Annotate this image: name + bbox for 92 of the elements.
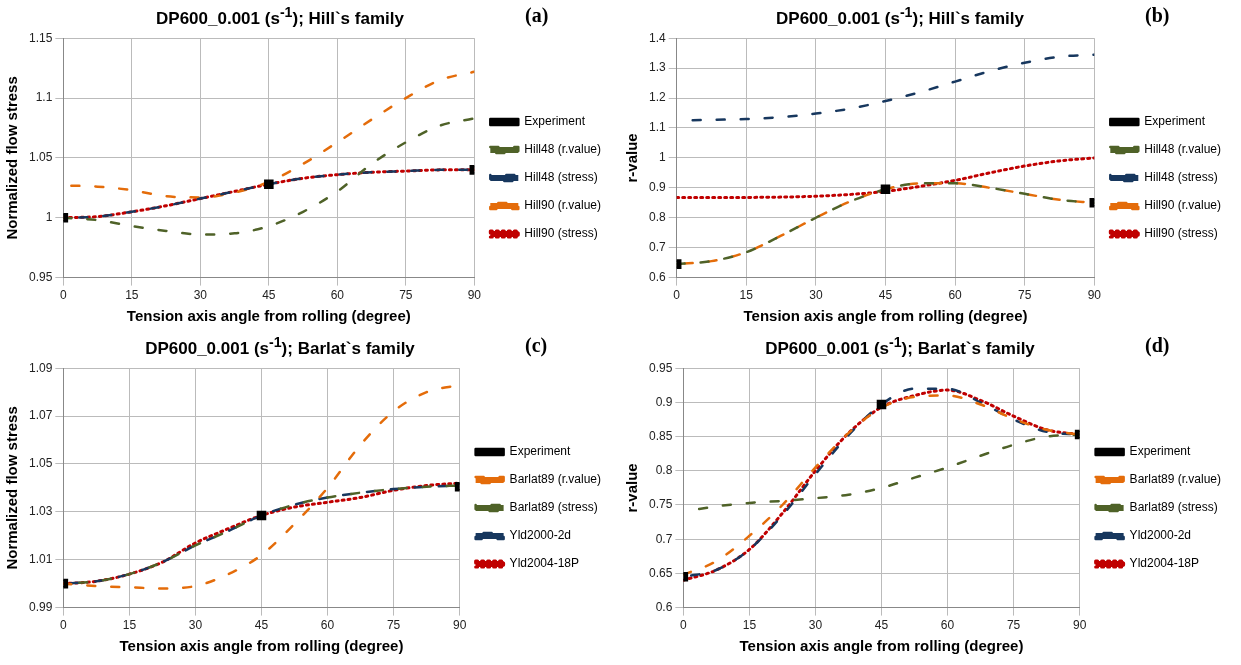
text: (b): [1145, 4, 1170, 27]
legend-label: Yld2000-2d: [1129, 528, 1192, 543]
y-tick-label: 0.95: [649, 360, 673, 375]
y-tick-label: 1.07: [29, 408, 53, 423]
x-tick-label: 30: [809, 288, 823, 303]
legend-label: Barlat89 (stress): [1129, 500, 1218, 515]
x-tick-label: 45: [254, 618, 269, 633]
x-axis-title: Tension axis angle from rolling (degree): [739, 637, 1024, 655]
legend-label: Yld2004-18P: [509, 556, 580, 571]
x-tick-label: 30: [808, 618, 823, 633]
chart-title: DP600_0.001 (s$^{-1}$); Hill`s family: [155, 4, 405, 29]
legend-label: Hill48 (stress): [524, 170, 598, 185]
legend-label: Hill90 (stress): [1144, 226, 1218, 241]
legend-label: Experiment: [509, 444, 571, 459]
y-tick-label: 0.8: [655, 463, 673, 478]
legend-label: Yld2000-2d: [509, 528, 572, 543]
x-tick-label: 90: [1087, 288, 1102, 303]
y-tick-label: 1.2: [648, 90, 666, 105]
x-axis-title: Tension axis angle from rolling (degree): [743, 307, 1028, 325]
x-tick-label: 0: [60, 288, 68, 303]
text: (a): [525, 4, 549, 27]
y-tick-label: 0.99: [29, 599, 53, 614]
x-tick-label: 15: [739, 288, 754, 303]
x-axis-title: Tension axis angle from rolling (degree): [126, 307, 411, 325]
x-tick-label: 45: [878, 288, 893, 303]
x-tick-label: 30: [188, 618, 203, 633]
y-tick-label: 1.05: [29, 150, 53, 165]
x-tick-label: 60: [948, 288, 963, 303]
legend-label: Hill48 (r.value): [524, 142, 602, 157]
x-tick-label: 15: [125, 288, 139, 303]
y-tick-label: 0.7: [648, 239, 666, 254]
x-tick-label: 75: [1018, 288, 1032, 303]
x-tick-label: 45: [874, 618, 889, 633]
y-tick-label: 1.3: [648, 60, 666, 75]
y-axis-title: r-value: [623, 463, 641, 513]
x-tick-label: 90: [1072, 618, 1087, 633]
y-tick-label: 0.8: [648, 210, 666, 225]
y-tick-label: 1.1: [648, 120, 666, 135]
y-tick-label: 0.6: [655, 599, 673, 614]
legend-label: Hill90 (r.value): [1144, 198, 1222, 213]
y-tick-label: 0.95: [29, 269, 53, 284]
y-tick-label: 0.65: [649, 565, 673, 580]
y-tick-label: 1.09: [29, 360, 53, 375]
legend-label: Barlat89 (stress): [509, 500, 598, 515]
y-tick-label: 0.6: [648, 269, 666, 284]
y-tick-label: 1.03: [29, 504, 53, 519]
legend-label: Experiment: [1129, 444, 1191, 459]
legend-label: Hill90 (r.value): [524, 198, 602, 213]
legend-label: Hill48 (r.value): [1144, 142, 1222, 157]
legend-label: Barlat89 (r.value): [1129, 472, 1222, 487]
x-tick-label: 60: [320, 618, 335, 633]
y-axis-title: r-value: [623, 133, 641, 183]
x-tick-label: 75: [1006, 618, 1021, 633]
x-tick-label: 45: [262, 288, 276, 303]
x-tick-label: 15: [122, 618, 137, 633]
y-tick-label: 1.4: [648, 30, 666, 45]
y-tick-label: 1.05: [29, 456, 53, 471]
x-tick-label: 0: [60, 618, 68, 633]
legend-label: Experiment: [1144, 114, 1206, 129]
x-tick-label: 0: [680, 618, 688, 633]
y-tick-label: 0.75: [649, 497, 673, 512]
y-tick-label: 0.9: [655, 394, 673, 409]
chart-title: DP600_0.001 (s$^{-1}$); Barlat`s family: [764, 334, 1036, 359]
y-axis-title: Normalized flow stress: [3, 406, 21, 570]
y-tick-label: 1.15: [29, 30, 53, 45]
x-tick-label: 75: [399, 288, 413, 303]
x-tick-label: 90: [467, 288, 482, 303]
x-tick-label: 60: [330, 288, 345, 303]
legend-label: Hill90 (stress): [524, 226, 598, 241]
y-tick-label: 0.9: [648, 180, 666, 195]
x-tick-label: 0: [673, 288, 681, 303]
y-tick-label: 1: [45, 210, 53, 225]
legend-label: Barlat89 (r.value): [509, 472, 602, 487]
y-axis-title: Normalized flow stress: [3, 76, 21, 240]
x-tick-label: 75: [386, 618, 401, 633]
x-tick-label: 15: [742, 618, 757, 633]
y-tick-label: 0.85: [649, 428, 673, 443]
x-tick-label: 60: [940, 618, 955, 633]
legend-label: Yld2004-18P: [1129, 556, 1200, 571]
x-axis-title: Tension axis angle from rolling (degree): [119, 637, 404, 655]
text: (d): [1145, 334, 1170, 357]
y-tick-label: 1: [658, 150, 666, 165]
y-tick-label: 1.01: [29, 552, 53, 567]
chart-title: DP600_0.001 (s$^{-1}$); Hill`s family: [775, 4, 1025, 29]
x-tick-label: 30: [193, 288, 208, 303]
text: (c): [525, 334, 548, 357]
y-tick-label: 1.1: [35, 90, 53, 105]
y-tick-label: 0.7: [655, 531, 673, 546]
legend-label: Experiment: [524, 114, 586, 129]
chart-title: DP600_0.001 (s$^{-1}$); Barlat`s family: [144, 334, 416, 359]
legend-label: Hill48 (stress): [1144, 170, 1218, 185]
x-tick-label: 90: [452, 618, 467, 633]
